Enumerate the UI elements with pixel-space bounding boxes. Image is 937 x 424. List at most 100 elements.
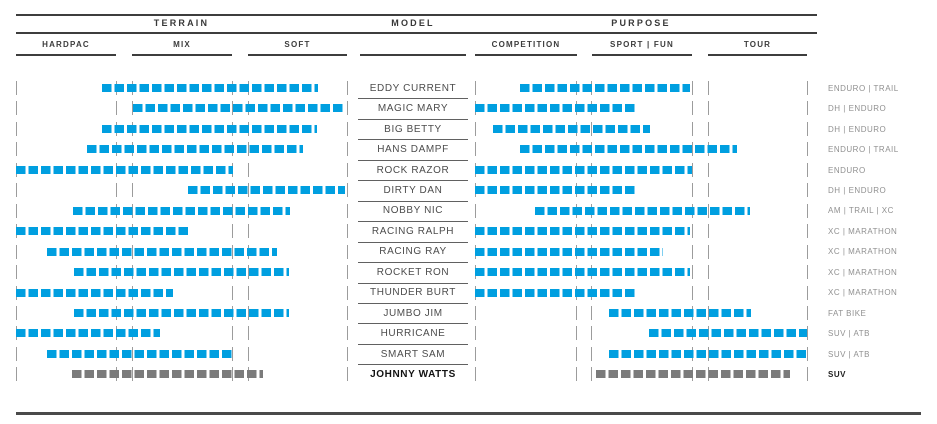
terrain-range-bar xyxy=(47,247,278,256)
terrain-track xyxy=(15,160,348,180)
terrain-track xyxy=(15,283,348,303)
column-boundary-tick xyxy=(576,346,578,361)
terrain-range-bar xyxy=(16,288,173,297)
terrain-range-bar xyxy=(87,145,303,154)
column-boundary-tick xyxy=(806,203,808,218)
purpose-range-bar xyxy=(535,206,750,215)
column-boundary-tick xyxy=(15,142,17,157)
column-boundary-tick xyxy=(576,326,578,341)
model-name: ROCK RAZOR xyxy=(376,164,450,176)
model-cell: HURRICANE xyxy=(358,323,468,345)
column-boundary-tick xyxy=(115,101,117,116)
category-label: XC | MARATHON xyxy=(828,288,898,298)
column-boundary-tick xyxy=(707,244,709,259)
terrain-range-bar xyxy=(16,227,189,236)
model-cell: RACING RAY xyxy=(358,242,468,264)
column-boundary-tick xyxy=(806,346,808,361)
column-boundary-tick xyxy=(591,346,593,361)
column-boundary-tick xyxy=(15,346,17,361)
column-boundary-tick xyxy=(346,285,348,300)
category-label: ENDURO | TRAIL xyxy=(828,83,899,93)
header-mid-rule xyxy=(16,32,817,34)
purpose-range-bar xyxy=(475,104,636,113)
chart-row: ROCKET RON XC | MARATHON xyxy=(0,262,937,284)
purpose-track xyxy=(474,283,808,303)
model-name: HURRICANE xyxy=(380,328,446,340)
column-boundary-tick xyxy=(346,162,348,177)
terrain-range-bar xyxy=(132,104,345,113)
column-boundary-tick xyxy=(231,224,233,239)
column-boundary-tick xyxy=(806,265,808,280)
column-boundary-tick xyxy=(806,305,808,320)
column-boundary-tick xyxy=(707,81,709,95)
terrain-track xyxy=(15,201,348,221)
terrain-range-bar xyxy=(188,186,345,195)
terrain-range-bar xyxy=(16,329,160,338)
column-boundary-tick xyxy=(346,305,348,320)
purpose-track xyxy=(474,344,808,364)
chart-row: HURRICANE SUV | ATB xyxy=(0,323,937,345)
terrain-range-bar xyxy=(71,370,263,379)
category-label: XC | MARATHON xyxy=(828,267,898,277)
purpose-track xyxy=(474,78,808,98)
chart-row: DIRTY DAN DH | ENDURO xyxy=(0,180,937,202)
column-boundary-tick xyxy=(691,81,693,95)
purpose-track xyxy=(474,262,808,282)
column-boundary-tick xyxy=(346,224,348,239)
model-cell: THUNDER BURT xyxy=(358,283,468,304)
chart-row: MAGIC MARY DH | ENDURO xyxy=(0,98,937,120)
underline-soft xyxy=(248,54,347,56)
column-boundary-tick xyxy=(806,367,808,382)
terrain-track xyxy=(15,180,348,200)
purpose-range-bar xyxy=(520,145,737,154)
column-header-tour: TOUR xyxy=(743,40,772,49)
model-cell: JOHNNY WATTS xyxy=(358,364,468,384)
column-boundary-tick xyxy=(15,367,17,382)
purpose-track xyxy=(474,242,808,262)
column-boundary-tick xyxy=(576,367,578,382)
category-label: DH | ENDURO xyxy=(828,185,887,195)
terrain-track xyxy=(15,98,348,118)
model-cell: BIG BETTY xyxy=(358,119,468,141)
column-boundary-tick xyxy=(707,224,709,239)
model-name: BIG BETTY xyxy=(384,123,442,135)
terrain-range-bar xyxy=(73,268,290,277)
column-boundary-tick xyxy=(15,183,17,198)
chart-row: THUNDER BURT XC | MARATHON xyxy=(0,283,937,304)
column-boundary-tick xyxy=(806,183,808,198)
column-boundary-tick xyxy=(474,81,476,95)
column-boundary-tick xyxy=(474,326,476,341)
terrain-track xyxy=(15,323,348,343)
terrain-track xyxy=(15,344,348,364)
terrain-track xyxy=(15,119,348,139)
chart-row: JUMBO JIM FAT BIKE xyxy=(0,303,937,325)
purpose-track xyxy=(474,303,808,323)
column-boundary-tick xyxy=(806,101,808,116)
model-name: HANS DAMPF xyxy=(377,144,449,156)
chart-row: SMART SAM SUV | ATB xyxy=(0,344,937,366)
column-boundary-tick xyxy=(231,326,233,341)
column-boundary-tick xyxy=(15,305,17,320)
model-cell: ROCK RAZOR xyxy=(358,160,468,182)
purpose-track xyxy=(474,201,808,221)
purpose-range-bar xyxy=(475,247,663,256)
column-boundary-tick xyxy=(691,285,693,300)
purpose-track xyxy=(474,323,808,343)
terrain-track xyxy=(15,242,348,262)
column-boundary-tick xyxy=(691,224,693,239)
category-label: AM | TRAIL | XC xyxy=(828,206,894,216)
chart-row: JOHNNY WATTS SUV xyxy=(0,364,937,384)
model-name: SMART SAM xyxy=(380,348,446,360)
terrain-track xyxy=(15,303,348,323)
terrain-range-bar xyxy=(16,165,234,174)
chart-row: BIG BETTY DH | ENDURO xyxy=(0,119,937,141)
purpose-range-bar xyxy=(609,349,807,358)
column-boundary-tick xyxy=(15,203,17,218)
category-label: XC | MARATHON xyxy=(828,247,898,257)
terrain-range-bar xyxy=(73,308,290,317)
model-cell: EDDY CURRENT xyxy=(358,78,468,100)
terrain-track xyxy=(15,262,348,282)
column-boundary-tick xyxy=(474,203,476,218)
column-boundary-tick xyxy=(806,285,808,300)
column-header-soft: SOFT xyxy=(284,40,311,49)
